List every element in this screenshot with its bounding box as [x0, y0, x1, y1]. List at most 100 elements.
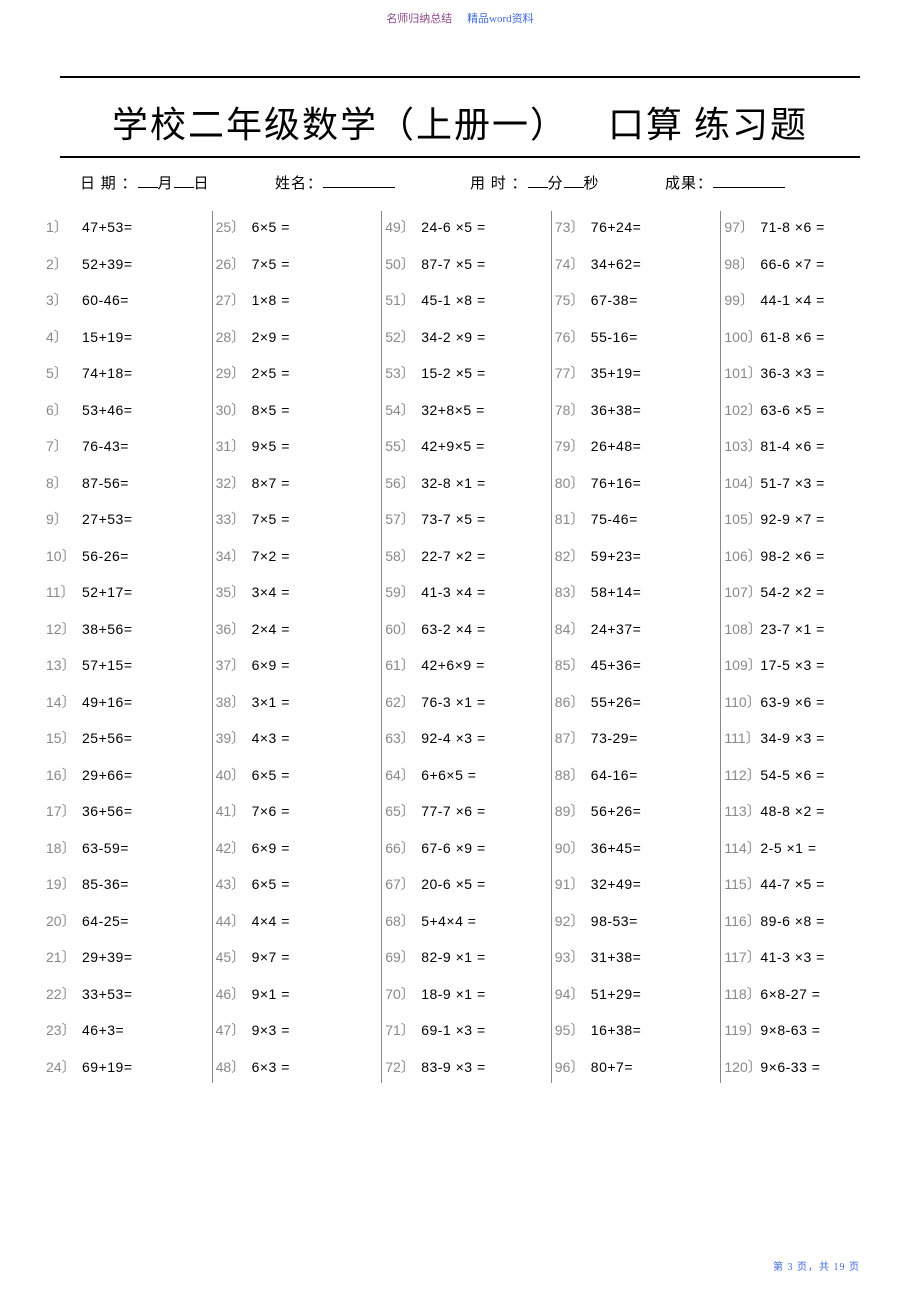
problem-number: 57〕	[381, 509, 421, 529]
problem-expression: 9×8-63 =	[760, 1022, 890, 1038]
problem-expression: 24-6 ×5 =	[421, 219, 551, 235]
problem-expression: 3×1 =	[252, 694, 382, 710]
score-field: 成果：	[665, 172, 860, 193]
title-part3: 练习题	[694, 105, 808, 145]
problem-number: 81〕	[551, 509, 591, 529]
problem-row: 74〕34+62=	[551, 246, 721, 283]
problem-number: 111〕	[720, 728, 760, 748]
problem-number: 8〕	[42, 473, 82, 493]
problem-number: 50〕	[381, 254, 421, 274]
problem-row: 103〕81-4 ×6 =	[720, 428, 890, 465]
problem-number: 16〕	[42, 765, 82, 785]
problem-number: 11〕	[42, 582, 82, 602]
problem-expression: 29+39=	[82, 949, 212, 965]
problem-expression: 23-7 ×1 =	[760, 621, 890, 637]
problem-number: 110〕	[720, 692, 760, 712]
problem-expression: 7×5 =	[252, 256, 382, 272]
problem-row: 34〕7×2 =	[212, 538, 382, 575]
time-field: 用 时 ：分秒	[470, 172, 665, 193]
problem-number: 85〕	[551, 655, 591, 675]
problem-expression: 2×4 =	[252, 621, 382, 637]
problem-row: 69〕82-9 ×1 =	[381, 939, 551, 976]
problem-expression: 51-7 ×3 =	[760, 475, 890, 491]
problem-row: 23〕46+3=	[42, 1012, 212, 1049]
problem-expression: 1×8 =	[252, 292, 382, 308]
problem-row: 48〕6×3 =	[212, 1049, 382, 1086]
problem-number: 117〕	[720, 947, 760, 967]
problem-row: 60〕63-2 ×4 =	[381, 611, 551, 648]
problem-expression: 29+66=	[82, 767, 212, 783]
problem-number: 80〕	[551, 473, 591, 493]
problem-expression: 32+8×5 =	[421, 402, 551, 418]
problem-row: 113〕48-8 ×2 =	[720, 793, 890, 830]
problem-expression: 15-2 ×5 =	[421, 365, 551, 381]
problem-row: 94〕51+29=	[551, 976, 721, 1013]
name-field: 姓名：	[275, 172, 470, 193]
header-right: 精品word资料	[467, 13, 534, 25]
problem-row: 77〕35+19=	[551, 355, 721, 392]
problem-expression: 64-25=	[82, 913, 212, 929]
problem-expression: 85-36=	[82, 876, 212, 892]
problem-expression: 26+48=	[591, 438, 721, 454]
worksheet-title: 学校二年级数学（上册一）口算练习题	[0, 86, 920, 156]
problem-expression: 60-46=	[82, 292, 212, 308]
problem-number: 49〕	[381, 217, 421, 237]
problem-row: 79〕26+48=	[551, 428, 721, 465]
problem-number: 29〕	[212, 363, 252, 383]
problem-row: 120〕9×6-33 =	[720, 1049, 890, 1086]
column-3: 49〕24-6 ×5 =50〕87-7 ×5 =51〕45-1 ×8 =52〕3…	[381, 209, 551, 1085]
problem-expression: 17-5 ×3 =	[760, 657, 890, 673]
problem-number: 66〕	[381, 838, 421, 858]
problem-expression: 9×7 =	[252, 949, 382, 965]
problem-number: 120〕	[720, 1057, 760, 1077]
problem-number: 32〕	[212, 473, 252, 493]
problem-expression: 56+26=	[591, 803, 721, 819]
problem-expression: 73-29=	[591, 730, 721, 746]
problem-number: 12〕	[42, 619, 82, 639]
page-header: 名师归纳总结 精品word资料	[0, 0, 920, 26]
problem-expression: 36+45=	[591, 840, 721, 856]
problem-number: 67〕	[381, 874, 421, 894]
problem-row: 81〕75-46=	[551, 501, 721, 538]
problem-number: 2〕	[42, 254, 82, 274]
problem-number: 89〕	[551, 801, 591, 821]
problem-number: 26〕	[212, 254, 252, 274]
problem-expression: 24+37=	[591, 621, 721, 637]
problem-expression: 42+6×9 =	[421, 657, 551, 673]
problem-number: 28〕	[212, 327, 252, 347]
problem-number: 46〕	[212, 984, 252, 1004]
problem-row: 98〕66-6 ×7 =	[720, 246, 890, 283]
problem-number: 59〕	[381, 582, 421, 602]
problem-row: 25〕6×5 =	[212, 209, 382, 246]
title-part2: 口算	[608, 105, 684, 145]
problem-row: 85〕45+36=	[551, 647, 721, 684]
problem-expression: 61-8 ×6 =	[760, 329, 890, 345]
problem-expression: 55+26=	[591, 694, 721, 710]
problem-number: 25〕	[212, 217, 252, 237]
problem-row: 2〕52+39=	[42, 246, 212, 283]
problem-number: 37〕	[212, 655, 252, 675]
problem-number: 87〕	[551, 728, 591, 748]
problem-expression: 6×8-27 =	[760, 986, 890, 1002]
problem-number: 71〕	[381, 1020, 421, 1040]
problem-expression: 41-3 ×3 =	[760, 949, 890, 965]
problem-expression: 63-59=	[82, 840, 212, 856]
problem-row: 70〕18-9 ×1 =	[381, 976, 551, 1013]
problem-number: 23〕	[42, 1020, 82, 1040]
problem-row: 43〕6×5 =	[212, 866, 382, 903]
problem-expression: 75-46=	[591, 511, 721, 527]
problem-number: 4〕	[42, 327, 82, 347]
problem-row: 49〕24-6 ×5 =	[381, 209, 551, 246]
problem-number: 64〕	[381, 765, 421, 785]
problem-number: 106〕	[720, 546, 760, 566]
problem-expression: 71-8 ×6 =	[760, 219, 890, 235]
problem-row: 97〕71-8 ×6 =	[720, 209, 890, 246]
problem-row: 27〕1×8 =	[212, 282, 382, 319]
problem-row: 99〕44-1 ×4 =	[720, 282, 890, 319]
problem-row: 39〕4×3 =	[212, 720, 382, 757]
problem-expression: 76+16=	[591, 475, 721, 491]
problem-number: 9〕	[42, 509, 82, 529]
problem-expression: 53+46=	[82, 402, 212, 418]
problem-row: 11〕52+17=	[42, 574, 212, 611]
problem-row: 55〕42+9×5 =	[381, 428, 551, 465]
